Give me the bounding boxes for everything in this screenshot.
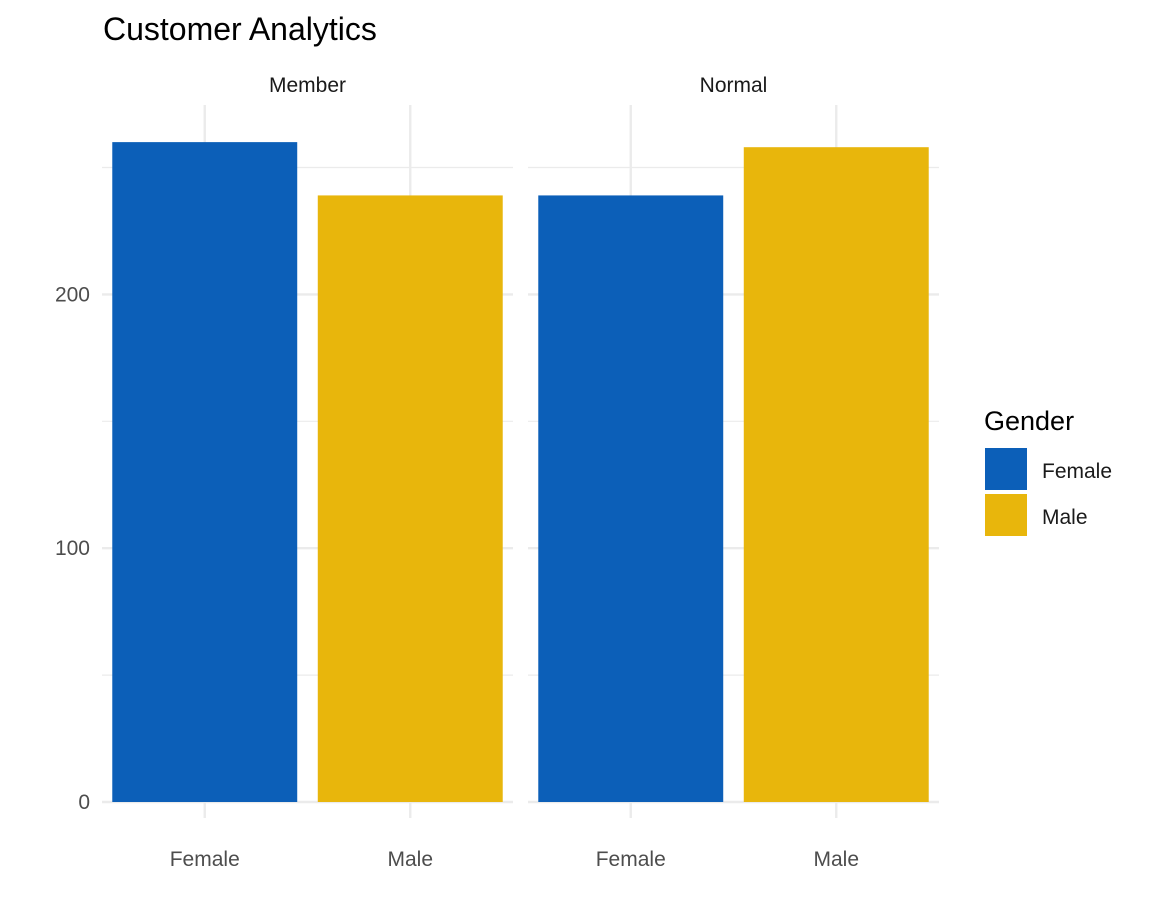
legend: Gender Female Male bbox=[984, 406, 1112, 536]
x-tick-label: Male bbox=[387, 848, 433, 871]
bar-member-female bbox=[112, 142, 298, 802]
facet-label-normal: Normal bbox=[700, 74, 768, 97]
legend-label-male: Male bbox=[1042, 506, 1088, 529]
bar-normal-male bbox=[743, 147, 929, 803]
plot-area: Female Male Member Female Male Normal 0 100 200 bbox=[55, 74, 939, 871]
bar-normal-female bbox=[538, 195, 724, 803]
legend-title: Gender bbox=[984, 406, 1074, 436]
legend-label-female: Female bbox=[1042, 460, 1112, 483]
x-tick-label: Male bbox=[813, 848, 859, 871]
x-tick-label: Female bbox=[596, 848, 666, 871]
facet-label-member: Member bbox=[269, 74, 346, 97]
legend-key-female bbox=[985, 448, 1027, 490]
y-tick-label: 0 bbox=[78, 791, 90, 814]
bar-member-male bbox=[317, 195, 503, 803]
y-tick-label: 100 bbox=[55, 537, 90, 560]
chart-title: Customer Analytics bbox=[103, 11, 377, 47]
y-tick-label: 200 bbox=[55, 283, 90, 306]
legend-key-male bbox=[985, 494, 1027, 536]
x-tick-label: Female bbox=[170, 848, 240, 871]
